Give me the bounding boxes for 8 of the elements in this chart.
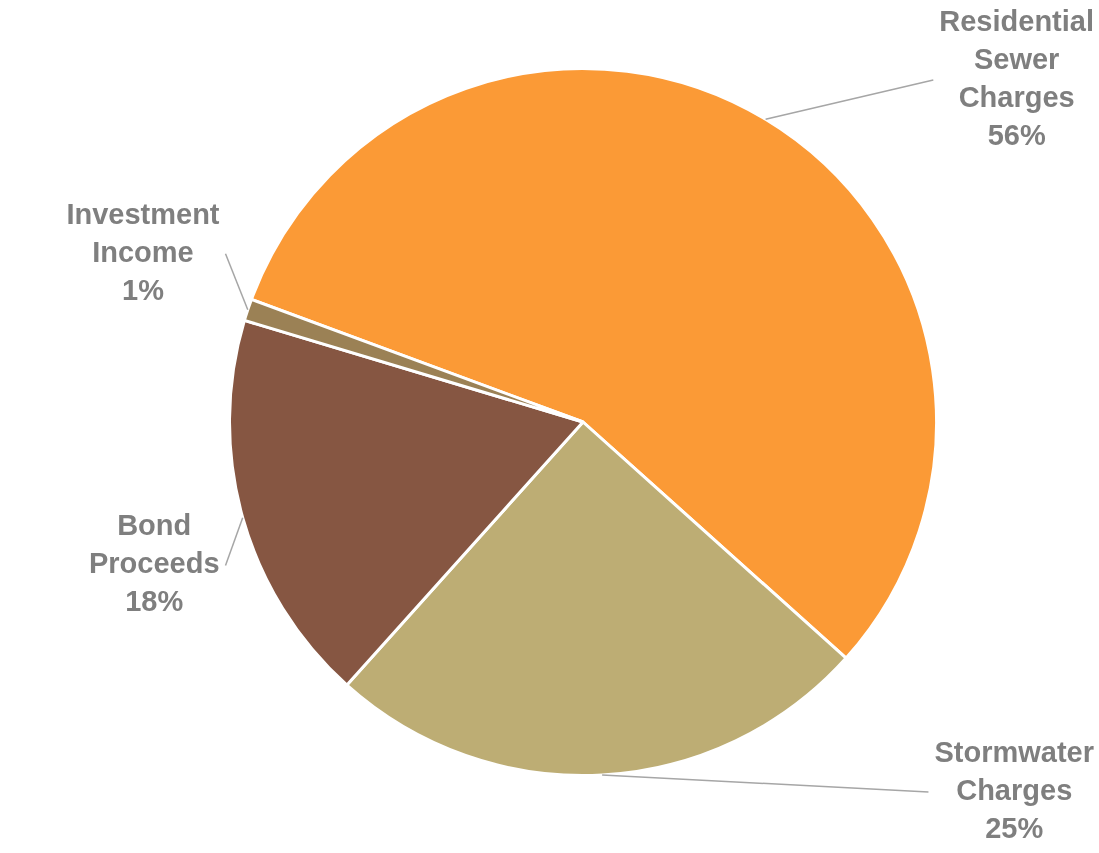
data-label: 25%	[985, 812, 1044, 844]
slice-label: Investment Income	[66, 197, 220, 268]
slice-label: Bond Proceeds	[88, 509, 220, 580]
data-label: 56%	[987, 119, 1046, 151]
data-label: 18%	[125, 585, 184, 618]
data-label: 1%	[121, 273, 165, 306]
slice-label: Stormwater Charges	[934, 736, 1094, 806]
slice-label: Residential Sewer Charges	[939, 5, 1094, 113]
